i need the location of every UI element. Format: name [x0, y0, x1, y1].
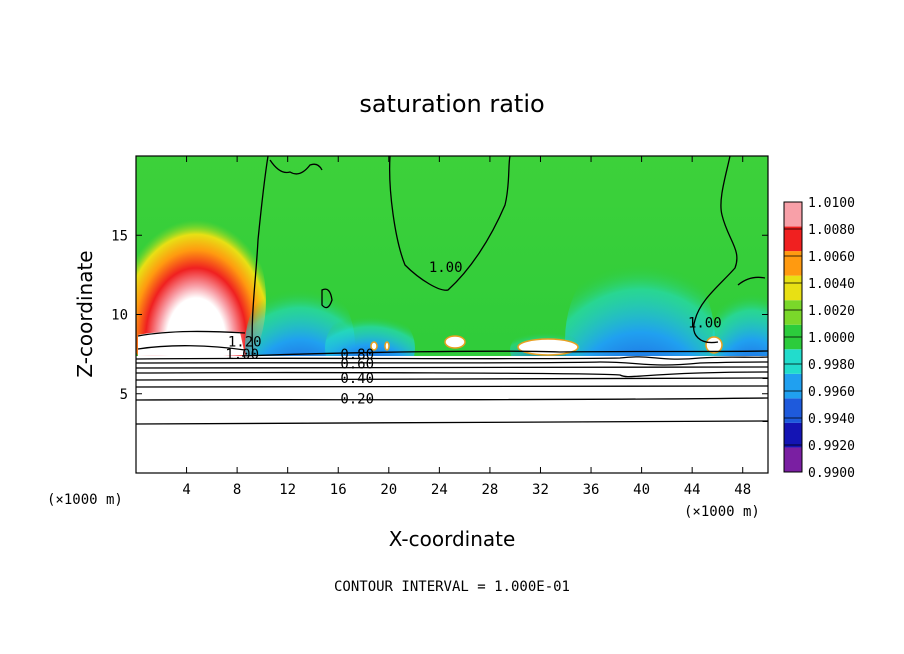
- colorbar-swatch: [784, 300, 802, 325]
- colorbar-swatch: [784, 422, 802, 448]
- x-axis-title: X-coordinate: [389, 527, 516, 551]
- chart-title: saturation ratio: [359, 90, 544, 118]
- contour-labels: 1.201.00 0.800.600.400.201.001.00: [225, 260, 721, 408]
- colorbar-swatch: [784, 349, 802, 374]
- x-tick-label: 32: [532, 482, 549, 498]
- x-tick-label: 16: [330, 482, 347, 498]
- x-tick-label: 24: [431, 482, 448, 498]
- colorbar-label: 0.9980: [808, 358, 855, 373]
- colorbar-label: 1.0000: [808, 331, 855, 346]
- contour-interval-note: CONTOUR INTERVAL = 1.000E-01: [334, 579, 570, 595]
- x-axis: 4 8 12 16 20 24 28 32 36 40 44 48: [182, 156, 751, 498]
- colorbar-swatch: [784, 275, 802, 301]
- contour-label: 1.20: [228, 334, 262, 350]
- x-tick-label: 48: [734, 482, 751, 498]
- colorbar-swatch: [784, 373, 802, 399]
- colorbar-swatch: [784, 398, 802, 423]
- y-tick-label: 10: [111, 308, 128, 324]
- x-unit-label-left: (×1000 m): [47, 492, 123, 508]
- colorbar-label: 1.0080: [808, 223, 855, 238]
- contour-label: 1.00: [225, 347, 259, 363]
- colorbar-label: 0.9960: [808, 385, 855, 400]
- colorbar-swatch: [784, 226, 802, 252]
- x-tick-label: 20: [380, 482, 397, 498]
- colorbar-label: 0.9900: [808, 466, 855, 481]
- x-tick-label: 8: [233, 482, 241, 498]
- colorbar-label: 1.0060: [808, 250, 855, 265]
- colorbar-label: 1.0020: [808, 304, 855, 319]
- y-axis-title: Z-coordinate: [73, 250, 97, 377]
- contour-label: 0.20: [340, 392, 374, 408]
- colorbar-swatch: [784, 251, 802, 276]
- contour-lines: [136, 156, 768, 425]
- y-tick-label: 5: [120, 387, 128, 403]
- colorbar-label: 0.9920: [808, 439, 855, 454]
- contour-label: 0.60: [340, 357, 374, 373]
- contour-label: 0.80: [340, 347, 374, 363]
- colorbar-label: 1.0100: [808, 196, 855, 211]
- colorbar-swatch: [784, 202, 802, 227]
- x-tick-label: 36: [583, 482, 600, 498]
- x-unit-label-right: (×1000 m): [684, 504, 760, 520]
- x-tick-label: 44: [684, 482, 701, 498]
- y-axis: 5 10 15: [111, 228, 768, 403]
- x-tick-label: 28: [481, 482, 498, 498]
- colorbar: 0.9900 0.9920 0.9940 0.9960 0.9980 1.0000 1.00…: [783, 196, 855, 481]
- colorbar-label: 1.0040: [808, 277, 855, 292]
- colorbar-label: 0.9940: [808, 412, 855, 427]
- contour-label: 1.00: [429, 260, 463, 276]
- x-tick-label: 12: [279, 482, 296, 498]
- contour-label: 0.40: [340, 371, 374, 387]
- x-tick-label: 4: [182, 482, 190, 498]
- colorbar-swatch: [784, 447, 802, 472]
- y-tick-label: 15: [111, 228, 128, 244]
- contour-label: 1.00: [688, 315, 722, 331]
- x-tick-label: 40: [633, 482, 650, 498]
